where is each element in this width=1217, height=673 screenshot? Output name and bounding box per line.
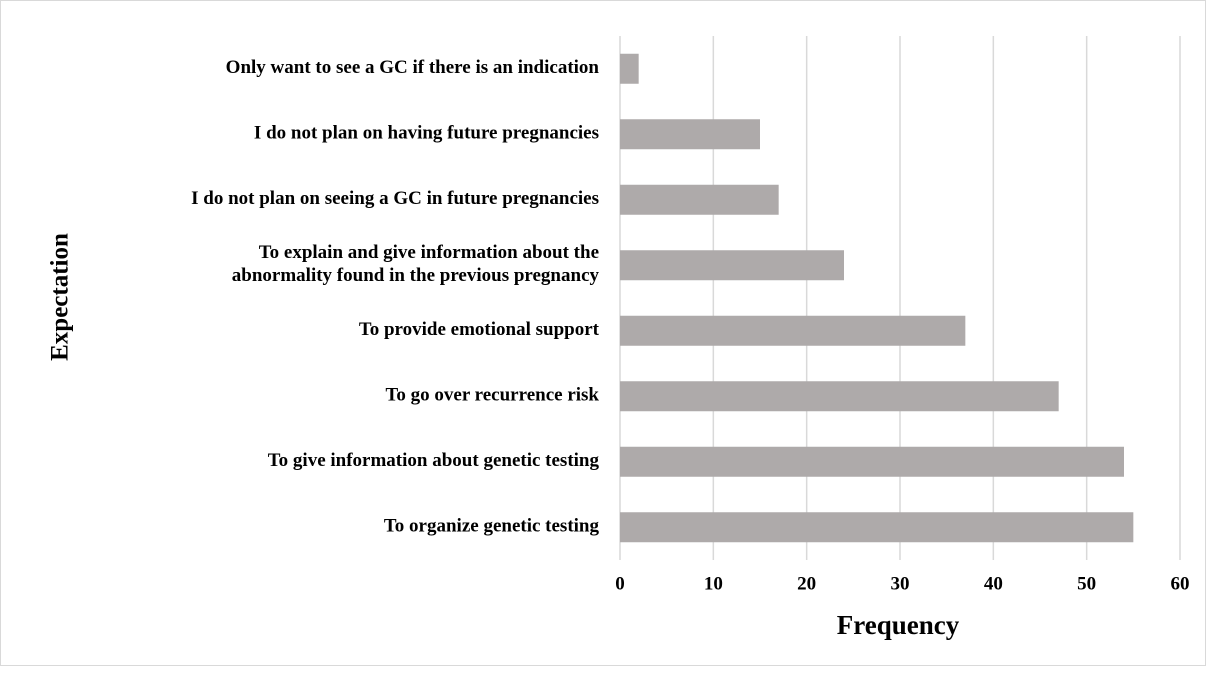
bar <box>620 446 1124 477</box>
bar <box>620 315 966 346</box>
x-tick-label: 10 <box>704 573 723 594</box>
bar <box>620 53 639 84</box>
x-tick-label: 30 <box>891 573 910 594</box>
bar <box>620 512 1134 543</box>
y-axis-title: Expectation <box>47 233 74 361</box>
x-tick-label: 40 <box>984 573 1003 594</box>
y-tick-label: To provide emotional support <box>359 319 600 340</box>
x-tick-label: 60 <box>1171 573 1190 594</box>
y-tick-label: I do not plan on seeing a GC in future p… <box>191 188 599 209</box>
y-tick-label: I do not plan on having future pregnanci… <box>254 123 599 144</box>
y-tick-label: Only want to see a GC if there is an ind… <box>226 57 600 78</box>
y-tick-label: To give information about genetic testin… <box>268 450 600 471</box>
x-tick-label: 0 <box>615 573 625 594</box>
y-tick-label: To go over recurrence risk <box>385 385 599 406</box>
bar <box>620 381 1059 412</box>
x-tick-label: 50 <box>1077 573 1096 594</box>
bar <box>620 119 760 150</box>
bar <box>620 250 844 281</box>
y-tick-label: To organize genetic testing <box>384 516 600 537</box>
x-tick-label: 20 <box>797 573 816 594</box>
x-axis-title: Frequency <box>837 610 960 640</box>
bar <box>620 184 779 215</box>
y-tick-label: To explain and give information about th… <box>232 242 600 286</box>
